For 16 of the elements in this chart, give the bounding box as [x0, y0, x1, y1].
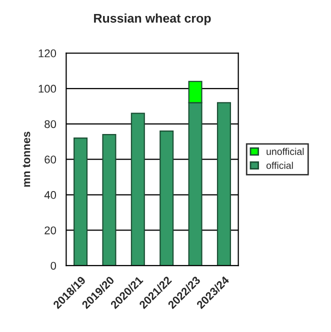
- bar: [74, 138, 88, 266]
- y-tick-label: 20: [44, 226, 56, 234]
- y-tick-label: 40: [44, 191, 56, 199]
- legend-label: official: [266, 162, 293, 169]
- y-tick-label: 100: [38, 84, 56, 93]
- bar: [130, 112, 145, 266]
- y-tick-label: 80: [44, 120, 56, 128]
- y-tick-label: 120: [38, 49, 56, 58]
- y-tick-label: 60: [44, 156, 56, 164]
- chart-title: Russian wheat crop: [94, 14, 211, 26]
- bar: [102, 134, 116, 266]
- y-tick-label: 0: [50, 262, 56, 270]
- y-axis-title: mn tonnes: [22, 132, 30, 187]
- bar: [160, 130, 174, 266]
- legend-label: unofficial: [266, 148, 304, 156]
- bar: [216, 102, 231, 266]
